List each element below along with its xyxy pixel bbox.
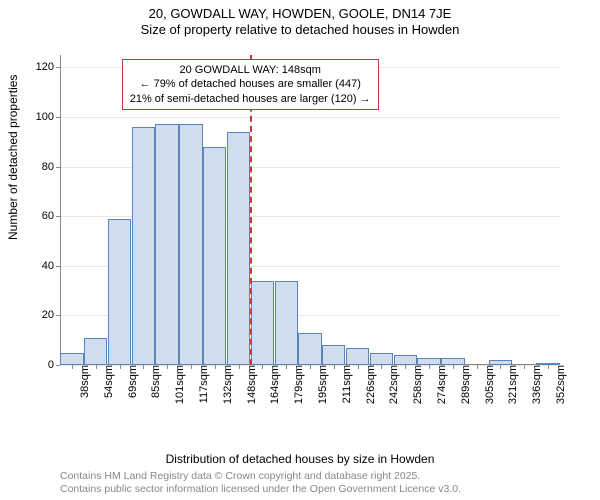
histogram-bar: [108, 219, 131, 365]
x-tick-label: 352sqm: [553, 365, 567, 404]
y-tick-mark: [56, 365, 60, 366]
x-tick-label: 305sqm: [482, 365, 496, 404]
info-box-line2: ← 79% of detached houses are smaller (44…: [130, 77, 371, 91]
histogram-bar: [203, 147, 226, 365]
x-tick-label: 274sqm: [434, 365, 448, 404]
histogram-bar: [394, 355, 417, 365]
footer-line2: Contains public sector information licen…: [60, 483, 461, 496]
x-tick-mark: [524, 365, 525, 369]
histogram-bar: [346, 348, 369, 365]
x-tick-mark: [310, 365, 311, 369]
histogram-bar: [155, 124, 178, 365]
x-tick-mark: [286, 365, 287, 369]
x-tick-mark: [96, 365, 97, 369]
x-tick-mark: [477, 365, 478, 369]
chart-plot-area: 02040608010012038sqm54sqm69sqm85sqm101sq…: [60, 55, 560, 420]
histogram-bar: [275, 281, 298, 365]
x-tick-mark: [191, 365, 192, 369]
reference-info-box: 20 GOWDALL WAY: 148sqm ← 79% of detached…: [122, 59, 379, 110]
chart-title-subtitle: Size of property relative to detached ho…: [0, 22, 600, 38]
attribution-footer: Contains HM Land Registry data © Crown c…: [60, 470, 461, 496]
x-tick-label: 117sqm: [196, 365, 210, 403]
x-tick-mark: [239, 365, 240, 369]
x-tick-label: 258sqm: [410, 365, 424, 404]
x-tick-mark: [262, 365, 263, 369]
x-tick-label: 85sqm: [148, 365, 162, 398]
y-axis-line: [60, 55, 61, 365]
x-tick-mark: [548, 365, 549, 369]
chart-title-address: 20, GOWDALL WAY, HOWDEN, GOOLE, DN14 7JE: [0, 6, 600, 22]
x-tick-label: 38sqm: [77, 365, 91, 398]
x-tick-mark: [429, 365, 430, 369]
x-tick-label: 289sqm: [458, 365, 472, 404]
histogram-bar: [251, 281, 274, 365]
x-tick-mark: [215, 365, 216, 369]
x-tick-mark: [120, 365, 121, 369]
x-tick-label: 195sqm: [315, 365, 329, 404]
x-axis-label: Distribution of detached houses by size …: [0, 452, 600, 466]
x-tick-label: 226sqm: [363, 365, 377, 404]
x-tick-label: 211sqm: [339, 365, 353, 403]
x-tick-label: 69sqm: [125, 365, 139, 398]
info-box-line1: 20 GOWDALL WAY: 148sqm: [130, 63, 371, 77]
x-tick-label: 101sqm: [172, 365, 186, 404]
y-axis-label: Number of detached properties: [6, 75, 20, 240]
histogram-bar: [370, 353, 393, 365]
x-tick-mark: [358, 365, 359, 369]
gridline: [60, 117, 560, 118]
info-box-line3: 21% of semi-detached houses are larger (…: [130, 92, 371, 106]
histogram-bar: [322, 345, 345, 365]
x-tick-label: 179sqm: [291, 365, 305, 404]
x-tick-mark: [453, 365, 454, 369]
x-tick-label: 132sqm: [220, 365, 234, 404]
x-tick-mark: [405, 365, 406, 369]
x-tick-mark: [500, 365, 501, 369]
x-tick-mark: [72, 365, 73, 369]
x-tick-label: 54sqm: [101, 365, 115, 398]
x-tick-mark: [381, 365, 382, 369]
footer-line1: Contains HM Land Registry data © Crown c…: [60, 470, 461, 483]
histogram-bar: [441, 358, 464, 365]
histogram-bar: [84, 338, 107, 365]
x-tick-label: 321sqm: [505, 365, 519, 404]
x-tick-label: 164sqm: [267, 365, 281, 404]
histogram-bar: [179, 124, 202, 365]
histogram-bar: [60, 353, 83, 365]
histogram-bar: [227, 132, 250, 365]
x-tick-mark: [334, 365, 335, 369]
histogram-bar: [298, 333, 321, 365]
x-tick-mark: [143, 365, 144, 369]
histogram-bar: [417, 358, 440, 365]
x-tick-label: 148sqm: [244, 365, 258, 404]
x-tick-mark: [167, 365, 168, 369]
x-tick-label: 242sqm: [386, 365, 400, 404]
histogram-bar: [132, 127, 155, 365]
x-tick-label: 336sqm: [529, 365, 543, 404]
